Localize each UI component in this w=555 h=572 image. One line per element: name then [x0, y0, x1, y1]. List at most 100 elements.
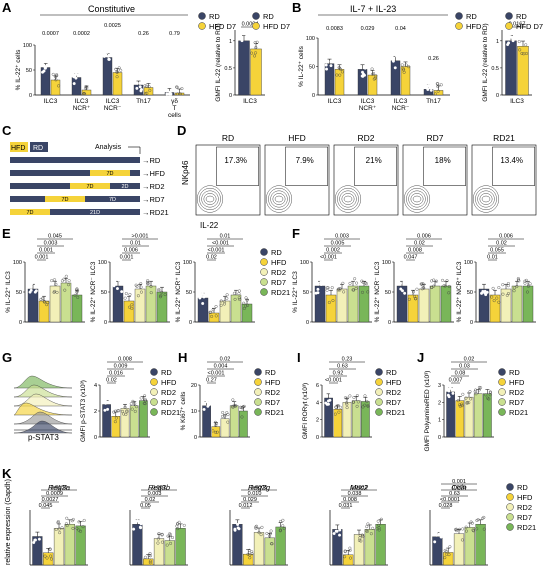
panel-g-chart-point [103, 398, 107, 402]
panel-g-chart-legend-swatch [150, 408, 158, 416]
panel-k-chart-1-point [160, 533, 164, 537]
panel-k-chart-1-point [156, 541, 160, 545]
panel-k-p-value: 0.010 [248, 491, 262, 497]
panel-e-chart-2-point [115, 287, 119, 291]
panel-e-chart-3: 0 50 100% IL-22⁺ NCR⁺ ILC3 [175, 260, 255, 326]
panel-f-chart-3-p-value: 0.055 [490, 248, 504, 254]
panel-k-chart-1-point [168, 532, 172, 536]
panel-k-chart-3-point [343, 555, 347, 559]
panel-f-chart-1-bar [325, 294, 337, 323]
panel-b-chart-point [325, 55, 329, 59]
panel-b-chart-bar [367, 74, 378, 96]
panel-a-chart-point [137, 77, 141, 81]
panel-k-chart-4-point [481, 516, 485, 520]
panel-a-gmfi-chart-point [239, 31, 243, 35]
panel-k-chart-4-point [458, 527, 462, 531]
panel-f-chart-2-bar [440, 285, 452, 323]
panel-a-chart-point [72, 75, 76, 79]
panel-g-hist-curve [13, 411, 73, 425]
panel-k-chart-2-point [248, 556, 252, 560]
panel-f-chart-1-point [352, 288, 356, 292]
panel-g-chart-point [106, 407, 110, 411]
panel-i-chart-point [348, 394, 352, 398]
panel-k-chart-3-bar [343, 554, 354, 566]
panel-e-chart-1-p-value: 0.001 [35, 255, 49, 261]
panel-e-chart-1-point [29, 285, 33, 289]
panel-g-chart-point [123, 405, 127, 409]
panel-f-chart-3: 0 50 100% IL-22⁺ NCR⁺ ILC3 [456, 260, 536, 326]
panel-h-chart-point [241, 405, 245, 409]
panel-a-chart-point [82, 91, 86, 95]
panel-i-chart-legend-swatch [375, 388, 383, 396]
panel-g-xlabel: p-STAT3 [28, 433, 59, 442]
panel-k-ylabel: relative expression (Gapdh) [5, 479, 12, 565]
panel-e-chart-1-point [67, 279, 71, 283]
panel-a-p-value: 0.0007 [42, 31, 59, 37]
panel-d-plot-title: RD7 [426, 133, 443, 143]
panel-k-chart-0-bar [75, 525, 86, 566]
panel-b-chart-bar [390, 60, 401, 96]
panel-e-chart-3-y-tick-label: 100 [183, 260, 192, 266]
panel-g-chart-point [104, 401, 108, 405]
panel-f-chart-2-point [412, 294, 416, 298]
panel-e-chart-2-p-value: 0.006 [124, 248, 138, 254]
panel-i-chart-legend-label: RD2 [386, 388, 401, 397]
panel-k-p-value: 0.001 [152, 485, 166, 491]
panel-d-contour [274, 195, 284, 203]
panel-e-legend-swatch [260, 278, 268, 286]
panel-f-chart-3-p-value: 0.006 [499, 234, 513, 240]
panel-i-chart-point [344, 401, 348, 405]
panel-b-gmfi-chart-point [507, 41, 511, 45]
panel-d-contour [335, 185, 362, 213]
panel-a-chart-point [42, 69, 46, 73]
panel-g-chart-point [113, 409, 117, 413]
panel-g-chart-bar [139, 400, 148, 438]
panel-b-legend-label: RD [466, 12, 477, 21]
panel-e-chart-2-point [146, 282, 150, 286]
panel-e-chart-3-point [237, 292, 241, 296]
panel-j-chart-point [479, 386, 483, 390]
panel-a-chart-point [117, 66, 121, 70]
panel-a-gmfi-chart-bar [238, 40, 250, 96]
panel-f-chart-2-point [400, 289, 404, 293]
panel-g-histogram [13, 375, 73, 434]
panel-a-chart-point [55, 74, 59, 78]
panel-d-gate [216, 146, 259, 186]
panel-d-contour [266, 185, 293, 213]
panel-k-p-value: 0.045 [39, 503, 53, 509]
panel-letter-k: K [2, 466, 12, 481]
panel-e-chart-2-bar [134, 288, 146, 323]
panel-f-chart-1-point [316, 287, 320, 291]
panel-b-chart-point [436, 82, 440, 86]
panel-k-chart-1-point [138, 525, 142, 529]
panel-i-chart-point [343, 396, 347, 400]
panel-k-chart-1-point [148, 552, 152, 556]
panel-h-chart-point [231, 398, 235, 402]
panel-k-chart-4-point [464, 529, 468, 533]
panel-k-gene-title: Reg3a [48, 483, 70, 492]
panel-h-chart-legend-swatch [254, 378, 262, 386]
panel-e-chart-2-p-value: 0.001 [120, 255, 134, 261]
panel-f-chart-3-point [523, 281, 527, 285]
panel-e-chart-3-y-label: % IL-22⁺ NCR⁺ ILC3 [175, 261, 182, 322]
panel-h-chart-point [232, 404, 236, 408]
panel-f-chart-2-point [419, 282, 423, 286]
panel-f-chart-1-p-value: 0.005 [331, 241, 345, 247]
panel-a-chart-point [114, 67, 118, 71]
panel-e-chart-2-p-value: 0.01 [130, 241, 141, 247]
panel-f-chart-3-y-tick-label: 50 [467, 290, 473, 296]
panel-i-chart-point [356, 400, 360, 404]
panel-c-row-label: →RD21 [142, 208, 169, 217]
panel-k-p-value: 0.63 [449, 491, 460, 497]
panel-f-chart-2-point [420, 287, 424, 291]
panel-k-p-value: 0.038 [348, 491, 362, 497]
panel-e-chart-2-point [136, 294, 140, 298]
panel-a-chart-point [143, 84, 147, 88]
panel-f-chart-1-point [348, 281, 352, 285]
panel-e-legend-label: RD21 [271, 288, 290, 297]
panel-f-chart-3-point [501, 292, 505, 296]
panel-h-chart-point [240, 415, 244, 419]
panel-k-chart-3-point [343, 550, 347, 554]
panel-k-chart-0-point [56, 520, 60, 524]
